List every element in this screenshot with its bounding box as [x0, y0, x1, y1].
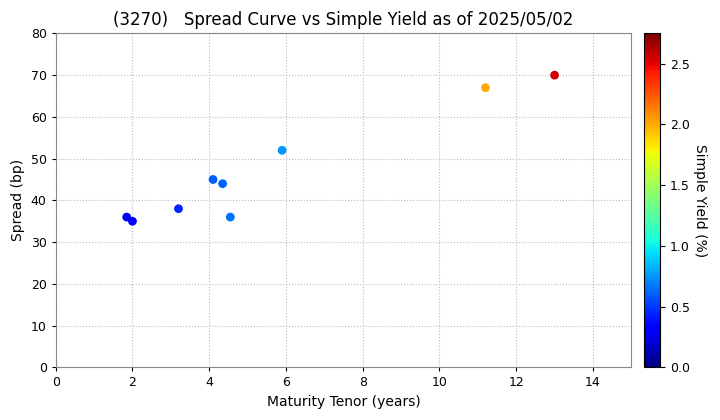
Point: [480, 84, 491, 91]
Point: [173, 205, 184, 212]
Point: [549, 72, 560, 79]
Point: [276, 147, 288, 154]
Point: [121, 214, 132, 220]
X-axis label: Maturity Tenor (years): Maturity Tenor (years): [266, 395, 420, 409]
Point: [225, 214, 236, 220]
Title: (3270)   Spread Curve vs Simple Yield as of 2025/05/02: (3270) Spread Curve vs Simple Yield as o…: [113, 11, 574, 29]
Y-axis label: Simple Yield (%): Simple Yield (%): [693, 144, 707, 257]
Point: [127, 218, 138, 225]
Point: [207, 176, 219, 183]
Y-axis label: Spread (bp): Spread (bp): [11, 159, 25, 242]
Point: [217, 180, 228, 187]
